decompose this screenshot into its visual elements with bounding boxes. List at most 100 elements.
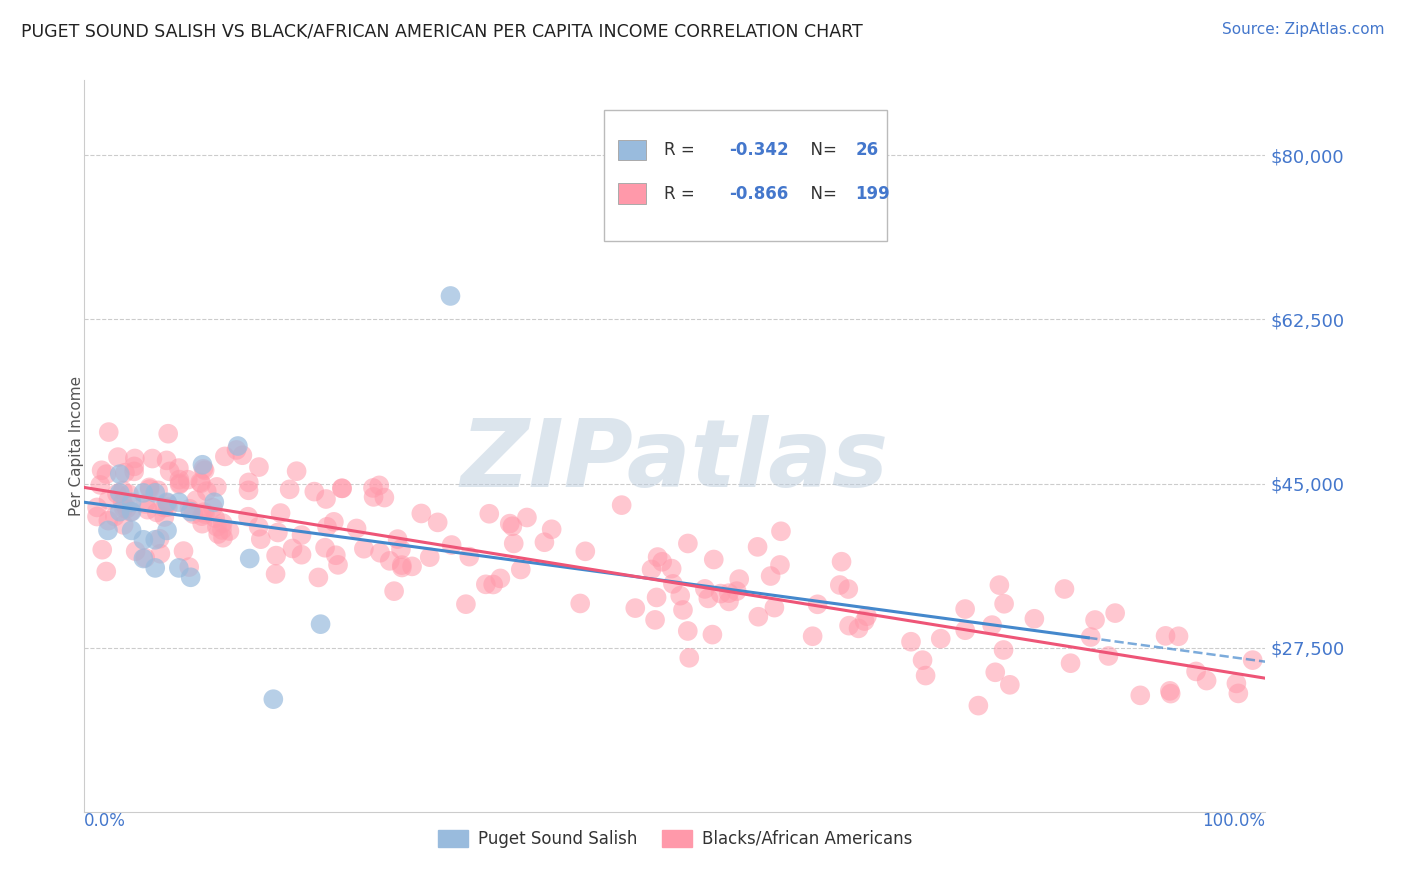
Point: [195, 484, 218, 499]
Point: [610, 498, 633, 512]
Point: [710, 586, 733, 600]
Point: [91, 542, 114, 557]
Point: [290, 548, 312, 562]
Point: [747, 540, 769, 554]
Point: [86, 509, 108, 524]
Point: [238, 475, 260, 490]
Point: [141, 451, 163, 466]
Point: [387, 532, 409, 546]
Point: [218, 524, 240, 538]
Point: [105, 486, 128, 500]
Point: [121, 524, 143, 538]
Point: [290, 528, 312, 542]
Point: [988, 578, 1011, 592]
Point: [239, 551, 262, 566]
Point: [149, 547, 172, 561]
Point: [569, 597, 592, 611]
Point: [1225, 676, 1247, 690]
Point: [169, 473, 191, 487]
Point: [981, 618, 1004, 632]
Point: [225, 442, 247, 457]
Point: [361, 481, 384, 495]
FancyBboxPatch shape: [619, 139, 647, 160]
Point: [725, 584, 748, 599]
Point: [1084, 613, 1107, 627]
FancyBboxPatch shape: [605, 110, 887, 241]
Point: [153, 500, 176, 515]
Point: [984, 665, 1007, 680]
Point: [640, 562, 662, 576]
Point: [475, 577, 498, 591]
Point: [136, 502, 159, 516]
Point: [97, 492, 120, 507]
Point: [108, 486, 131, 500]
Point: [314, 541, 336, 555]
Point: [676, 624, 699, 638]
Point: [501, 519, 523, 533]
Point: [1104, 606, 1126, 620]
Point: [502, 536, 524, 550]
Point: [231, 448, 253, 462]
Point: [516, 510, 538, 524]
Legend: Puget Sound Salish, Blacks/African Americans: Puget Sound Salish, Blacks/African Ameri…: [430, 823, 920, 855]
Point: [132, 533, 155, 547]
Point: [662, 577, 685, 591]
Point: [181, 507, 204, 521]
Point: [911, 653, 934, 667]
Point: [177, 473, 200, 487]
Point: [156, 524, 179, 538]
Point: [145, 505, 167, 519]
Text: 26: 26: [855, 141, 879, 159]
Point: [368, 478, 391, 492]
Point: [167, 495, 190, 509]
Point: [747, 609, 769, 624]
Point: [953, 624, 976, 638]
Point: [173, 544, 195, 558]
Point: [499, 516, 522, 531]
Point: [281, 541, 304, 556]
Point: [391, 558, 413, 573]
Text: -0.866: -0.866: [728, 185, 789, 202]
Point: [330, 481, 353, 495]
Point: [439, 289, 461, 303]
Point: [391, 560, 413, 574]
Point: [190, 476, 212, 491]
Point: [143, 486, 166, 500]
Point: [167, 461, 190, 475]
Point: [191, 458, 214, 472]
Point: [763, 600, 786, 615]
Point: [212, 531, 235, 545]
Point: [193, 505, 215, 519]
Point: [169, 476, 191, 491]
Point: [533, 535, 555, 549]
Point: [138, 480, 160, 494]
Point: [645, 591, 668, 605]
Point: [693, 582, 716, 596]
Point: [205, 519, 228, 533]
Point: [205, 480, 228, 494]
Point: [96, 467, 118, 482]
Point: [378, 554, 401, 568]
Point: [382, 584, 405, 599]
Point: [574, 544, 596, 558]
Point: [112, 501, 135, 516]
Point: [702, 627, 724, 641]
Point: [900, 634, 922, 648]
Point: [309, 617, 332, 632]
Point: [478, 507, 501, 521]
Point: [107, 450, 129, 464]
Point: [1024, 612, 1046, 626]
Point: [363, 490, 385, 504]
Point: [346, 521, 368, 535]
Point: [993, 643, 1015, 657]
Point: [121, 505, 143, 519]
Point: [853, 614, 876, 628]
Text: N=: N=: [800, 185, 842, 202]
Point: [489, 571, 512, 585]
Text: 100.0%: 100.0%: [1202, 812, 1265, 830]
Point: [676, 536, 699, 550]
Point: [122, 459, 145, 474]
Point: [97, 514, 120, 528]
Point: [703, 552, 725, 566]
Point: [124, 451, 146, 466]
